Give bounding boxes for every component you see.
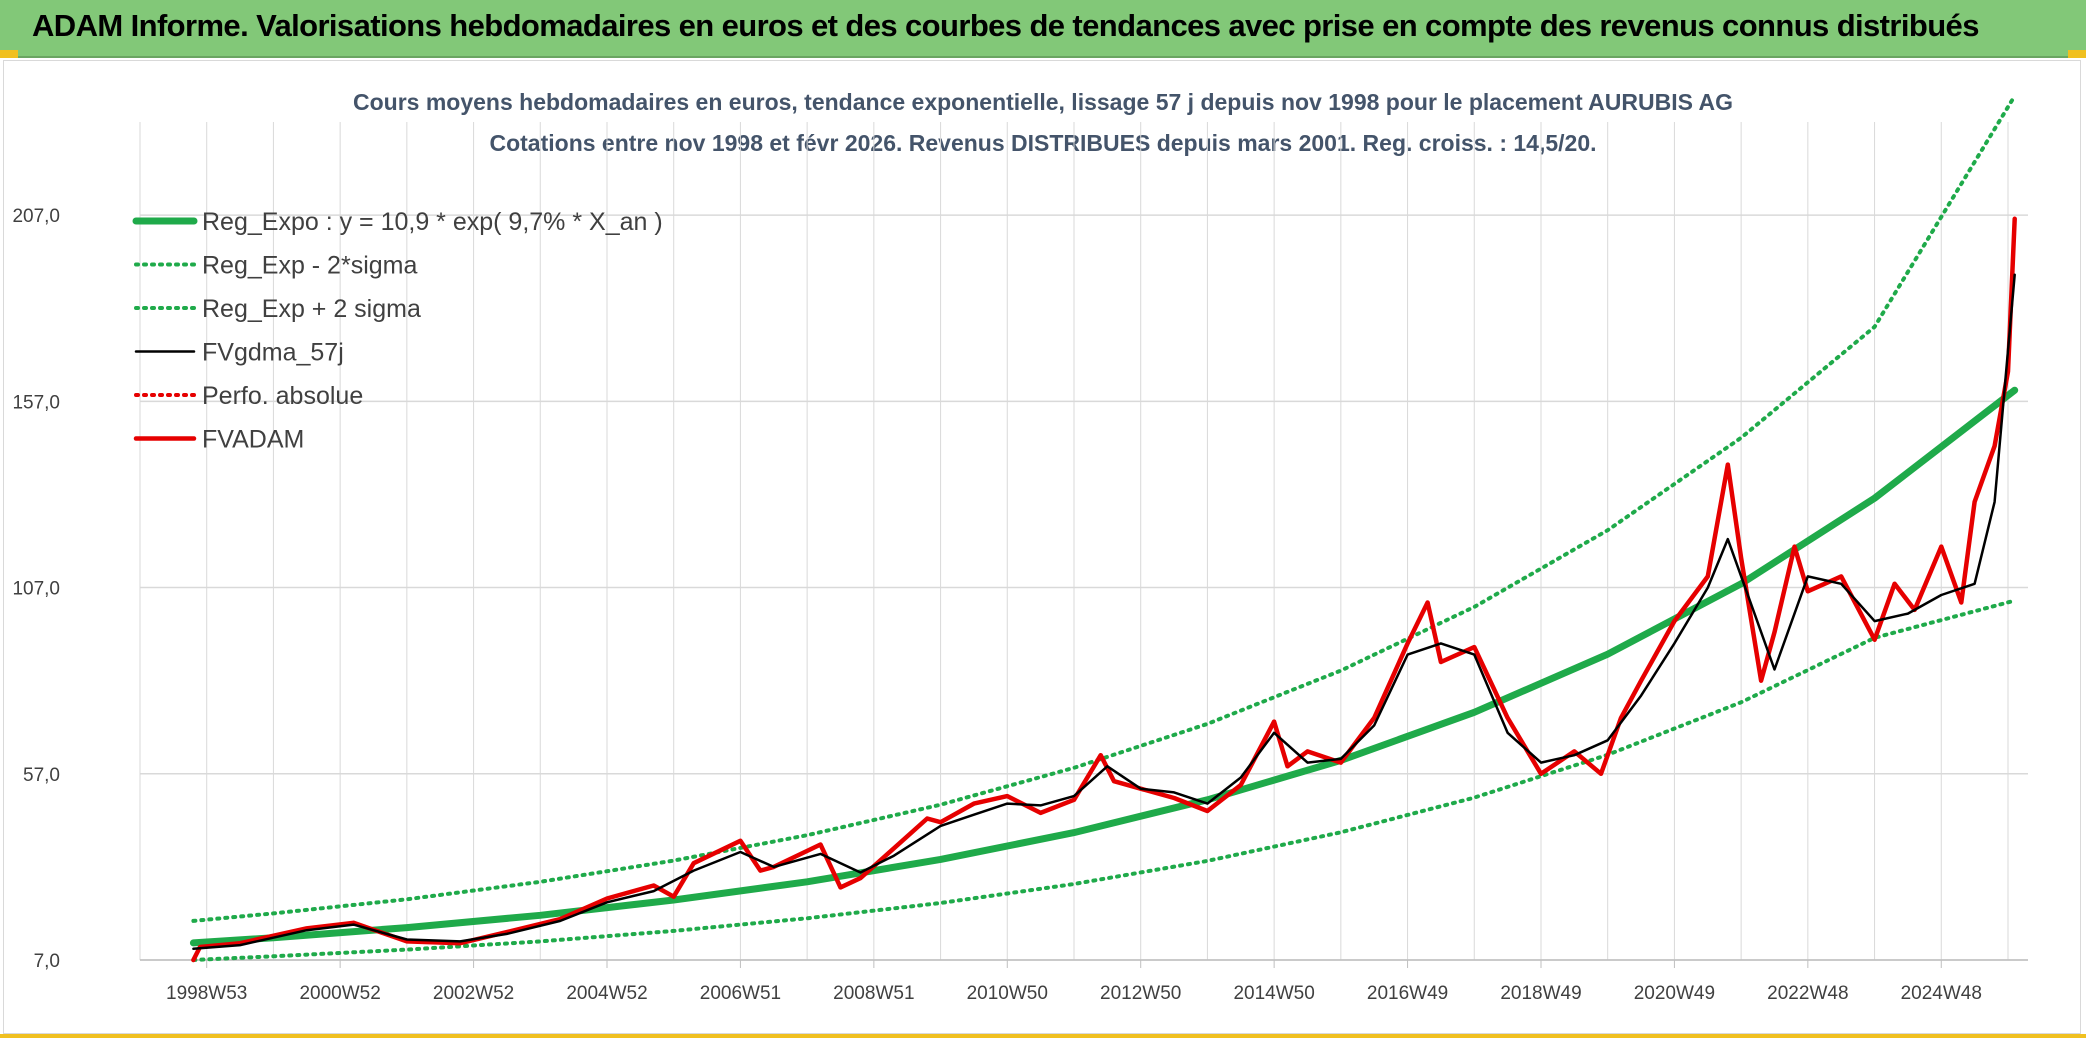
x-tick-label: 2014W50 — [1233, 983, 1314, 1004]
chart-frame — [3, 60, 2081, 1034]
legend-label: FVgdma_57j — [202, 339, 344, 367]
report-title: ADAM Informe. Valorisations hebdomadaire… — [32, 8, 1979, 43]
axis-labels: 7,0 57,0 107,0 157,0 207,0 1998W53 2000W52 2002… — [12, 206, 1981, 1004]
bottom-strip — [0, 1034, 2086, 1038]
grid-lines — [139, 122, 2028, 961]
series-line-3 — [192, 273, 2016, 951]
y-tick-label: 57,0 — [23, 765, 60, 786]
x-tick-label: 2006W51 — [700, 983, 781, 1004]
y-tick-label: 157,0 — [12, 392, 60, 413]
x-tick-label: 2024W48 — [1901, 983, 1982, 1004]
legend-label: Reg_Exp + 2 sigma — [202, 295, 421, 323]
x-tick-label: 2020W49 — [1634, 983, 1715, 1004]
series-line-1 — [191, 598, 2017, 962]
x-tick-label: 2002W52 — [433, 983, 514, 1004]
y-tick-label: 107,0 — [12, 579, 60, 600]
x-tick-label: 2012W50 — [1100, 983, 1181, 1004]
chart-legend: Reg_Expo : y = 10,9 * exp( 9,7% * X_an )… — [132, 208, 663, 454]
plot-series — [189, 93, 2019, 963]
x-tick-label: 2004W52 — [566, 983, 647, 1004]
banner-corner-left — [0, 50, 18, 58]
legend-label: Perfo. absolue — [202, 382, 363, 410]
banner-corner-right — [2068, 50, 2086, 58]
x-tick-label: 2008W51 — [833, 983, 914, 1004]
chart-subtitle: Cotations entre nov 1998 et févr 2026. R… — [489, 130, 1596, 156]
x-tick-label: 1998W53 — [166, 983, 247, 1004]
legend-label: FVADAM — [202, 426, 304, 454]
y-tick-label: 207,0 — [12, 206, 60, 227]
chart-title: Cours moyens hebdomadaires en euros, ten… — [353, 89, 1733, 115]
x-tick-label: 2010W50 — [967, 983, 1048, 1004]
report-banner: ADAM Informe. Valorisations hebdomadaire… — [0, 0, 2086, 58]
y-tick-label: 7,0 — [34, 951, 60, 972]
series-line-5 — [191, 216, 2017, 963]
legend-label: Reg_Expo : y = 10,9 * exp( 9,7% * X_an ) — [202, 208, 663, 236]
x-tick-label: 2000W52 — [299, 983, 380, 1004]
x-tick-label: 2018W49 — [1500, 983, 1581, 1004]
x-tick-label: 2022W48 — [1767, 983, 1848, 1004]
series-line-2 — [191, 93, 2017, 923]
legend-label: Reg_Exp - 2*sigma — [202, 252, 417, 280]
x-tick-label: 2016W49 — [1367, 983, 1448, 1004]
